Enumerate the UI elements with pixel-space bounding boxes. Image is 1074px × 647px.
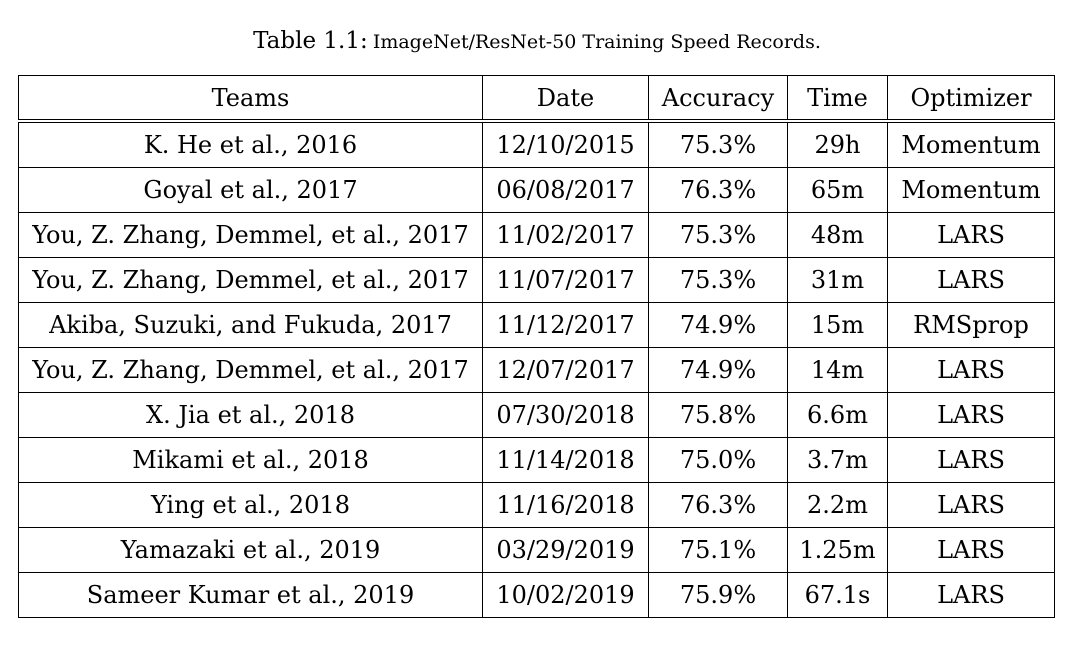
caption-label: Table 1.1: xyxy=(253,28,368,54)
table-row: Ying et al., 2018 11/16/2018 76.3% 2.2m … xyxy=(18,482,1055,528)
cell-team: Goyal et al., 2017 xyxy=(18,167,483,213)
cell-team: You, Z. Zhang, Demmel, et al., 2017 xyxy=(18,257,483,303)
table-row: Yamazaki et al., 2019 03/29/2019 75.1% 1… xyxy=(18,527,1055,573)
cell-time: 31m xyxy=(787,257,888,303)
cell-time: 3.7m xyxy=(787,437,888,483)
cell-team: You, Z. Zhang, Demmel, et al., 2017 xyxy=(18,212,483,258)
cell-accuracy: 75.0% xyxy=(648,437,788,483)
table-caption: Table 1.1: ImageNet/ResNet-50 Training S… xyxy=(0,28,1074,54)
cell-date: 06/08/2017 xyxy=(482,167,649,213)
table-row: Goyal et al., 2017 06/08/2017 76.3% 65m … xyxy=(18,167,1055,213)
cell-accuracy: 75.9% xyxy=(648,572,788,618)
table-row: Sameer Kumar et al., 2019 10/02/2019 75.… xyxy=(18,572,1055,618)
cell-optimizer: LARS xyxy=(887,347,1055,393)
cell-optimizer: LARS xyxy=(887,572,1055,618)
cell-date: 11/07/2017 xyxy=(482,257,649,303)
header-optimizer: Optimizer xyxy=(887,75,1055,121)
cell-accuracy: 76.3% xyxy=(648,482,788,528)
cell-time: 67.1s xyxy=(787,572,888,618)
cell-optimizer: LARS xyxy=(887,257,1055,303)
cell-team: K. He et al., 2016 xyxy=(18,119,483,168)
table-row: You, Z. Zhang, Demmel, et al., 2017 11/0… xyxy=(18,212,1055,258)
cell-optimizer: Momentum xyxy=(887,119,1055,168)
cell-optimizer: RMSprop xyxy=(887,302,1055,348)
cell-team: X. Jia et al., 2018 xyxy=(18,392,483,438)
cell-accuracy: 74.9% xyxy=(648,347,788,393)
cell-team: Mikami et al., 2018 xyxy=(18,437,483,483)
cell-team: Yamazaki et al., 2019 xyxy=(18,527,483,573)
cell-time: 2.2m xyxy=(787,482,888,528)
cell-optimizer: LARS xyxy=(887,212,1055,258)
cell-date: 07/30/2018 xyxy=(482,392,649,438)
header-teams: Teams xyxy=(18,75,483,121)
cell-team: Akiba, Suzuki, and Fukuda, 2017 xyxy=(18,302,483,348)
table-row: X. Jia et al., 2018 07/30/2018 75.8% 6.6… xyxy=(18,392,1055,438)
header-time: Time xyxy=(787,75,888,121)
cell-optimizer: Momentum xyxy=(887,167,1055,213)
cell-date: 12/07/2017 xyxy=(482,347,649,393)
cell-optimizer: LARS xyxy=(887,482,1055,528)
header-accuracy: Accuracy xyxy=(648,75,788,121)
cell-time: 29h xyxy=(787,119,888,168)
header-date: Date xyxy=(482,75,649,121)
cell-date: 03/29/2019 xyxy=(482,527,649,573)
table-row: K. He et al., 2016 12/10/2015 75.3% 29h … xyxy=(18,119,1055,168)
cell-date: 12/10/2015 xyxy=(482,119,649,168)
cell-time: 15m xyxy=(787,302,888,348)
cell-accuracy: 75.3% xyxy=(648,119,788,168)
cell-team: Sameer Kumar et al., 2019 xyxy=(18,572,483,618)
cell-accuracy: 74.9% xyxy=(648,302,788,348)
table-row: Mikami et al., 2018 11/14/2018 75.0% 3.7… xyxy=(18,437,1055,483)
cell-accuracy: 75.3% xyxy=(648,212,788,258)
caption-text: ImageNet/ResNet-50 Training Speed Record… xyxy=(372,31,821,53)
cell-optimizer: LARS xyxy=(887,392,1055,438)
cell-time: 65m xyxy=(787,167,888,213)
cell-time: 1.25m xyxy=(787,527,888,573)
table-header-row: Teams Date Accuracy Time Optimizer xyxy=(18,75,1055,121)
cell-accuracy: 75.1% xyxy=(648,527,788,573)
cell-time: 14m xyxy=(787,347,888,393)
table-row: Akiba, Suzuki, and Fukuda, 2017 11/12/20… xyxy=(18,302,1055,348)
table-row: You, Z. Zhang, Demmel, et al., 2017 11/0… xyxy=(18,257,1055,303)
cell-team: You, Z. Zhang, Demmel, et al., 2017 xyxy=(18,347,483,393)
cell-date: 11/12/2017 xyxy=(482,302,649,348)
table-row: You, Z. Zhang, Demmel, et al., 2017 12/0… xyxy=(18,347,1055,393)
cell-accuracy: 75.3% xyxy=(648,257,788,303)
cell-date: 11/14/2018 xyxy=(482,437,649,483)
cell-accuracy: 76.3% xyxy=(648,167,788,213)
cell-optimizer: LARS xyxy=(887,527,1055,573)
cell-team: Ying et al., 2018 xyxy=(18,482,483,528)
cell-time: 48m xyxy=(787,212,888,258)
cell-date: 10/02/2019 xyxy=(482,572,649,618)
cell-accuracy: 75.8% xyxy=(648,392,788,438)
cell-time: 6.6m xyxy=(787,392,888,438)
cell-date: 11/16/2018 xyxy=(482,482,649,528)
cell-date: 11/02/2017 xyxy=(482,212,649,258)
training-speed-records-table: Teams Date Accuracy Time Optimizer K. He… xyxy=(18,75,1055,618)
cell-optimizer: LARS xyxy=(887,437,1055,483)
